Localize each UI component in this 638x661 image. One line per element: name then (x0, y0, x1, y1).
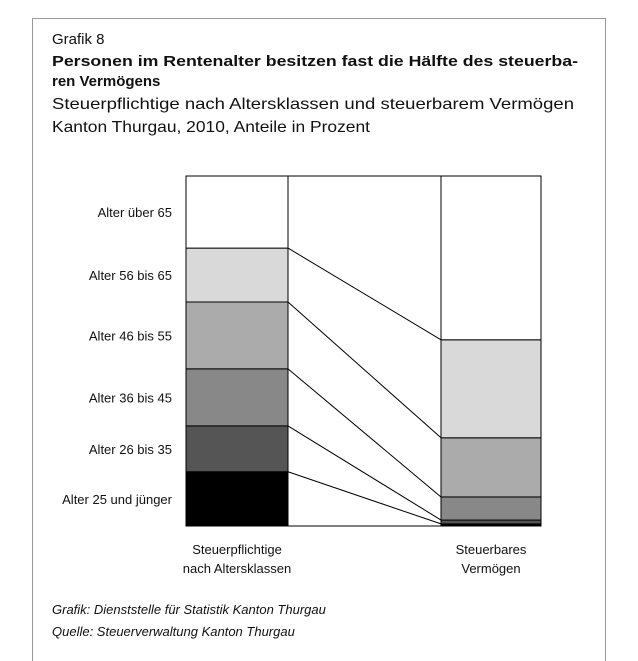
source-note: Quelle: Steuerverwaltung Kanton Thurgau (52, 624, 295, 639)
source-note: Grafik: Dienststelle für Statistik Kanto… (52, 602, 326, 617)
x-tick-label: Steuerbares (456, 542, 527, 557)
connector-line (287, 301, 442, 439)
bar-segment (185, 247, 289, 303)
chart-subtitle: Steuerpflichtige nach Altersklassen und … (52, 96, 574, 113)
bar-segment (185, 175, 289, 249)
chart-title: Personen im Rentenalter besitzen fast di… (52, 53, 578, 70)
bar-segment (440, 339, 542, 439)
connector-line (287, 368, 442, 498)
series-label: Alter 25 und jünger (62, 492, 173, 507)
bar-segment (185, 471, 289, 527)
connector-line (287, 425, 442, 521)
bar-segment (440, 437, 542, 498)
frame (32, 18, 606, 661)
bar-segment (185, 301, 289, 370)
bar-segment (440, 496, 542, 521)
x-tick-label: Vermögen (461, 561, 520, 576)
x-tick-label: Steuerpflichtige (192, 542, 282, 557)
chart-subtitle: Kanton Thurgau, 2010, Anteile in Prozent (52, 119, 371, 136)
bar-segment (440, 519, 542, 525)
series-label: Alter 36 bis 45 (89, 390, 172, 405)
connector-line (287, 471, 442, 525)
bar-segment (440, 175, 542, 341)
bar-segment (185, 368, 289, 427)
series-label: Alter über 65 (98, 205, 172, 220)
series-label: Alter 56 bis 65 (89, 268, 172, 283)
series-label: Alter 46 bis 55 (89, 328, 172, 343)
connector-line (287, 247, 442, 341)
bar-segment (185, 425, 289, 473)
x-tick-label: nach Altersklassen (183, 561, 291, 576)
series-label: Alter 26 bis 35 (89, 442, 172, 457)
chart-title: ren Vermögens (52, 73, 160, 90)
chart-label: Grafik 8 (52, 31, 105, 48)
